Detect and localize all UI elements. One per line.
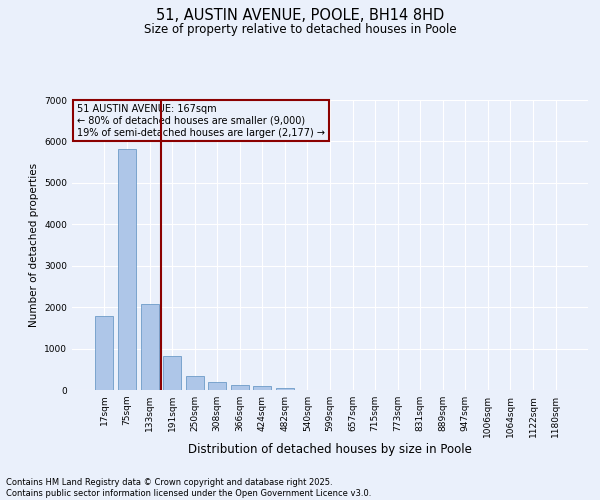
- Bar: [95, 316, 113, 390]
- Y-axis label: Number of detached properties: Number of detached properties: [29, 163, 38, 327]
- Text: 51, AUSTIN AVENUE, POOLE, BH14 8HD: 51, AUSTIN AVENUE, POOLE, BH14 8HD: [156, 8, 444, 22]
- Bar: [208, 382, 226, 390]
- Text: 51 AUSTIN AVENUE: 167sqm
← 80% of detached houses are smaller (9,000)
19% of sem: 51 AUSTIN AVENUE: 167sqm ← 80% of detach…: [77, 104, 325, 138]
- Bar: [118, 149, 136, 390]
- Bar: [185, 376, 204, 390]
- X-axis label: Distribution of detached houses by size in Poole: Distribution of detached houses by size …: [188, 442, 472, 456]
- Bar: [231, 385, 249, 390]
- Bar: [276, 388, 294, 390]
- Bar: [163, 356, 181, 390]
- Bar: [140, 304, 158, 390]
- Text: Contains HM Land Registry data © Crown copyright and database right 2025.
Contai: Contains HM Land Registry data © Crown c…: [6, 478, 371, 498]
- Bar: [253, 386, 271, 390]
- Text: Size of property relative to detached houses in Poole: Size of property relative to detached ho…: [143, 22, 457, 36]
